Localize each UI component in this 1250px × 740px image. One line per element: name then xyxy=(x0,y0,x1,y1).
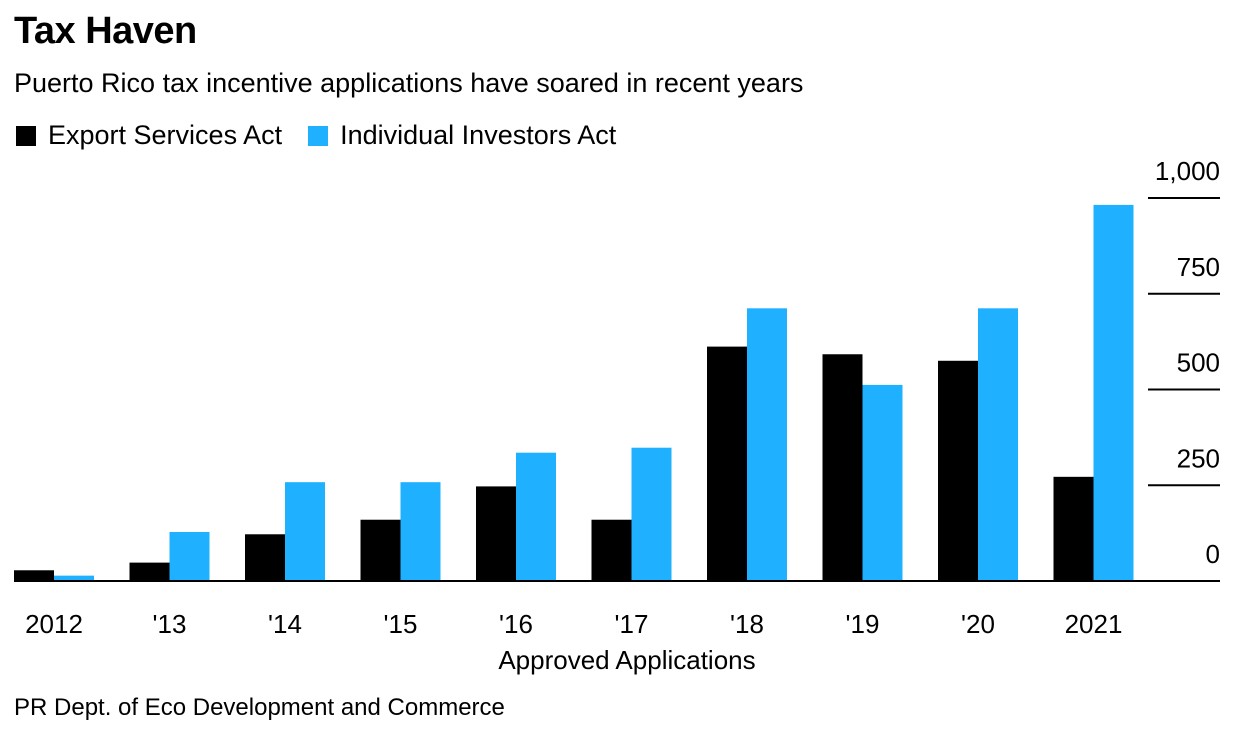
bar-individual-investors xyxy=(747,308,787,581)
bar-export-services xyxy=(360,519,401,581)
source-note: PR Dept. of Eco Development and Commerce xyxy=(14,694,505,721)
x-tick-label: '20 xyxy=(961,609,995,639)
x-tick-label: '19 xyxy=(846,609,880,639)
x-tick-label: 2012 xyxy=(25,609,83,639)
legend-label-individual-investors: Individual Investors Act xyxy=(340,120,617,150)
legend-item-export-services: Export Services Act xyxy=(16,120,282,151)
bar-export-services xyxy=(591,519,632,581)
x-tick-label: '13 xyxy=(153,609,187,639)
bar-export-services xyxy=(1053,476,1094,581)
bar-individual-investors xyxy=(400,482,441,581)
x-axis-label: Approved Applications xyxy=(498,645,756,675)
x-tick-label: '17 xyxy=(615,609,649,639)
bar-export-services xyxy=(476,486,516,581)
bar-export-services xyxy=(822,354,863,581)
legend-item-individual-investors: Individual Investors Act xyxy=(308,120,616,151)
bar-individual-investors xyxy=(285,482,325,581)
x-tick-label: '18 xyxy=(730,609,764,639)
y-tick-label: 500 xyxy=(1177,348,1220,378)
bar-export-services xyxy=(129,562,170,581)
legend-label-export-services: Export Services Act xyxy=(48,120,283,150)
bar-individual-investors xyxy=(516,452,556,581)
legend-swatch-export-services xyxy=(16,125,36,146)
bar-individual-investors xyxy=(631,447,672,581)
y-tick-label: 1,000 xyxy=(1155,156,1220,186)
bar-export-services xyxy=(938,360,978,581)
bar-export-services xyxy=(707,346,747,581)
bar-individual-investors xyxy=(978,308,1018,581)
legend: Export Services Act Individual Investors… xyxy=(16,120,642,151)
x-tick-label: '14 xyxy=(268,609,302,639)
chart-title: Tax Haven xyxy=(14,10,197,52)
legend-swatch-individual-investors xyxy=(308,125,329,146)
x-tick-label: 2021 xyxy=(1065,609,1123,639)
bar-export-services xyxy=(14,570,54,581)
bar-individual-investors xyxy=(1093,204,1134,582)
x-tick-label: '16 xyxy=(499,609,533,639)
bar-individual-investors xyxy=(862,384,903,581)
y-tick-label: 0 xyxy=(1206,539,1220,569)
x-tick-label: '15 xyxy=(384,609,418,639)
bar-individual-investors xyxy=(54,575,94,581)
chart-subtitle: Puerto Rico tax incentive applications h… xyxy=(14,68,804,98)
y-tick-label: 750 xyxy=(1177,252,1220,282)
bar-individual-investors xyxy=(169,531,210,581)
bar-export-services xyxy=(245,534,285,581)
y-tick-label: 250 xyxy=(1177,443,1220,473)
